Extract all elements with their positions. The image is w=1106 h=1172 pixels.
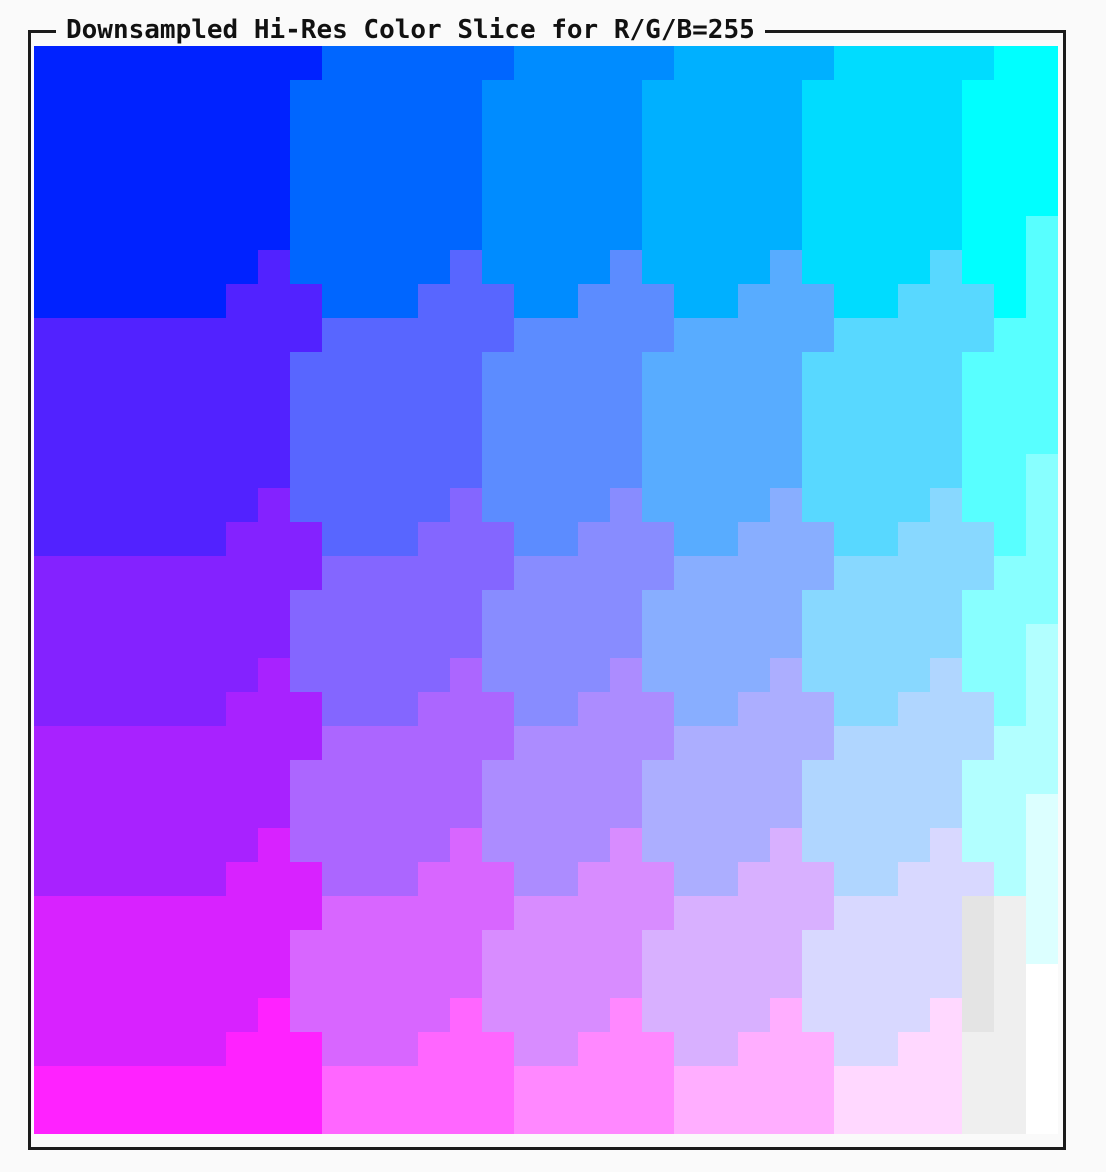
color-overhang xyxy=(802,930,834,1032)
color-overhang xyxy=(642,590,674,692)
color-cell xyxy=(322,1066,514,1134)
color-overhang xyxy=(642,930,674,1032)
color-step xyxy=(418,284,514,318)
color-overhang xyxy=(802,590,834,692)
color-step xyxy=(1026,624,1058,726)
color-step xyxy=(226,692,322,726)
color-overhang xyxy=(482,352,514,522)
color-step xyxy=(898,284,994,318)
color-step xyxy=(898,692,994,726)
color-overhang xyxy=(962,352,994,522)
color-overhang xyxy=(290,930,322,1032)
color-step xyxy=(1026,794,1058,896)
color-step xyxy=(578,1032,674,1066)
color-step xyxy=(226,284,322,318)
panel-title: Downsampled Hi-Res Color Slice for R/G/B… xyxy=(56,13,765,47)
gray-corner-shadow xyxy=(962,896,994,1032)
color-step xyxy=(578,284,674,318)
color-step xyxy=(226,862,322,896)
color-step xyxy=(738,1032,834,1066)
color-step xyxy=(898,862,994,896)
color-overhang xyxy=(642,352,674,522)
color-overhang xyxy=(482,590,514,692)
color-step xyxy=(738,692,834,726)
color-step xyxy=(738,284,834,318)
color-step xyxy=(1026,454,1058,556)
color-overhang xyxy=(802,760,834,862)
color-slice-grid xyxy=(34,46,1058,1134)
color-step xyxy=(226,522,322,556)
color-step xyxy=(578,862,674,896)
color-step xyxy=(418,692,514,726)
color-overhang xyxy=(802,80,834,284)
color-step xyxy=(898,522,994,556)
color-step xyxy=(1026,216,1058,318)
color-overhang xyxy=(290,80,322,284)
color-overhang xyxy=(642,760,674,862)
color-overhang xyxy=(802,352,834,522)
color-step xyxy=(738,862,834,896)
color-overhang xyxy=(962,590,994,692)
color-step xyxy=(418,522,514,556)
color-overhang xyxy=(290,760,322,862)
color-step xyxy=(578,522,674,556)
color-overhang xyxy=(482,930,514,1032)
color-step xyxy=(738,522,834,556)
color-overhang xyxy=(642,80,674,284)
color-overhang xyxy=(482,80,514,284)
color-step xyxy=(418,1032,514,1066)
color-cell xyxy=(514,1066,674,1134)
color-overhang xyxy=(962,80,994,284)
color-overhang xyxy=(962,760,994,862)
color-step xyxy=(578,692,674,726)
color-overhang xyxy=(290,352,322,522)
color-cell xyxy=(34,1066,322,1134)
color-step xyxy=(1026,964,1058,1066)
color-step xyxy=(226,1032,322,1066)
color-overhang xyxy=(290,590,322,692)
color-step xyxy=(418,862,514,896)
white-corner xyxy=(1026,1066,1058,1134)
color-cell xyxy=(674,1066,834,1134)
color-overhang xyxy=(482,760,514,862)
